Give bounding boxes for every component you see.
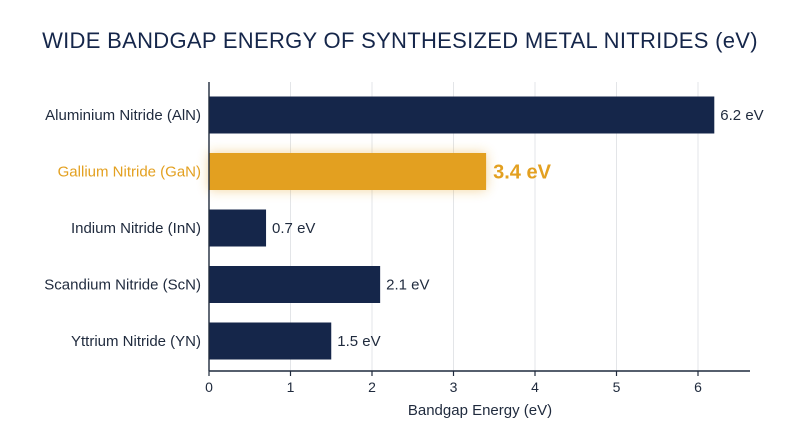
value-label: 3.4 eV [493,162,551,184]
axes [208,82,750,376]
x-tick-label: 3 [450,379,458,395]
x-tick-label: 6 [694,379,702,395]
value-label: 1.5 eV [337,333,380,350]
bar [209,96,715,134]
bar [209,153,487,190]
category-label: Gallium Nitride (GaN) [58,164,201,181]
x-axis-title: Bandgap Energy (eV) [408,402,552,419]
category-label: Indium Nitride (InN) [71,220,201,237]
bar [209,209,267,247]
chart-title: WIDE BANDGAP ENERGY OF SYNTHESIZED METAL… [42,28,758,53]
labels: 0 1 2 3 4 5 6 Aluminium Nitride (AlN) 6.2 eV Gall… [44,107,763,395]
value-label: 6.2 eV [720,107,763,124]
category-label: Yttrium Nitride (YN) [71,333,201,350]
category-label: Scandium Nitride (ScN) [44,277,201,294]
x-tick-label: 5 [613,379,621,395]
category-label: Aluminium Nitride (AlN) [45,107,201,124]
value-label: 0.7 eV [272,220,315,237]
bar [209,266,381,303]
x-tick-label: 1 [287,379,295,395]
x-tick-label: 0 [205,379,213,395]
bar [209,322,332,360]
bars [209,96,715,360]
x-tick-label: 4 [531,379,539,395]
value-label: 2.1 eV [386,277,429,294]
x-tick-label: 2 [368,379,376,395]
